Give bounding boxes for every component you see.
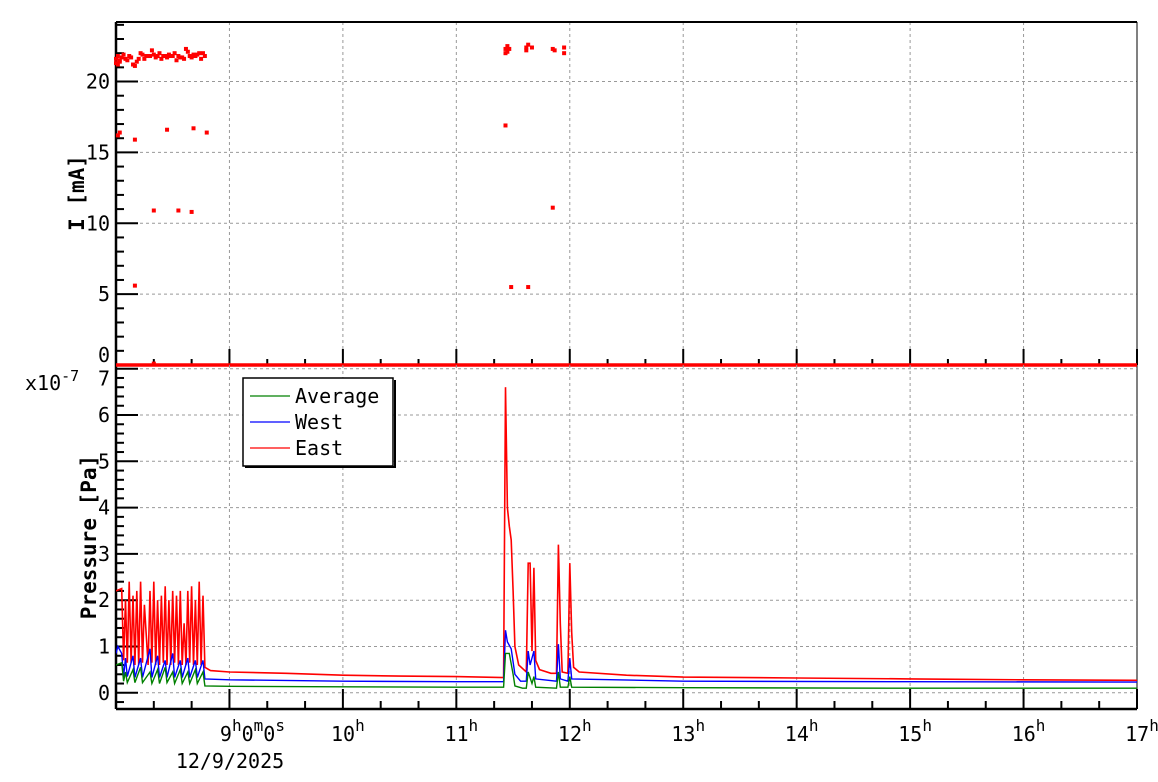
legend-average-label: Average — [295, 384, 379, 408]
current-y-tick-label: 10 — [86, 211, 110, 235]
current-point — [204, 130, 209, 135]
current-point — [155, 54, 160, 59]
current-point — [117, 130, 122, 135]
current-point — [562, 45, 567, 50]
current-point — [189, 209, 194, 214]
current-point — [148, 54, 153, 59]
current-point — [503, 123, 508, 128]
x-tick-label: 11h — [444, 716, 478, 746]
series-west-line — [116, 630, 1137, 683]
current-point — [526, 285, 531, 290]
current-point — [197, 51, 202, 56]
current-point — [505, 44, 510, 49]
current-point — [117, 59, 122, 64]
current-point — [185, 49, 190, 54]
x-tick-label: 16h — [1012, 716, 1046, 746]
legend-east-label: East — [295, 436, 343, 460]
current-point — [165, 127, 170, 132]
pressure-y-tick-label: 3 — [98, 542, 110, 566]
current-y-tick-label: 5 — [98, 282, 110, 306]
x-tick-label: 14h — [785, 716, 819, 746]
current-point — [550, 205, 555, 210]
current-point — [157, 51, 162, 56]
current-point — [132, 137, 137, 142]
current-point — [176, 208, 181, 213]
current-point — [149, 48, 154, 53]
current-point — [509, 285, 514, 290]
current-point — [507, 46, 512, 51]
pressure-multiplier: x10-7 — [25, 367, 79, 395]
current-point — [529, 45, 534, 50]
pressure-panel: 0 1 2 3 4 5 6 7 9h0m0s 10h 11h 12h 13h 14h 15h 16h 17h — [98, 365, 1158, 746]
current-point — [526, 42, 531, 47]
current-point — [134, 59, 139, 64]
x-date-label: 12/9/2025 — [176, 749, 284, 773]
pressure-y-tick-label: 5 — [98, 449, 110, 473]
x-tick-label: 17h — [1125, 716, 1158, 746]
x-tick-label: 13h — [671, 716, 705, 746]
current-point — [174, 58, 179, 63]
series-east-line — [116, 387, 1137, 682]
current-axis-title: I [mA] — [65, 155, 89, 231]
current-point — [202, 54, 207, 59]
legend-west-label: West — [295, 410, 343, 434]
current-point — [199, 56, 204, 61]
current-point — [189, 55, 194, 60]
current-point — [170, 54, 175, 59]
current-point — [114, 56, 118, 61]
pressure-y-tick-label: 4 — [98, 496, 110, 520]
current-point — [140, 52, 145, 57]
current-point — [125, 58, 130, 63]
current-point — [191, 126, 196, 131]
current-y-tick-label: 0 — [98, 343, 110, 367]
pressure-axis-title: Pressure [Pa] — [77, 455, 101, 619]
current-point — [115, 133, 120, 138]
current-point — [503, 46, 508, 51]
pressure-y-tick-label: 7 — [98, 367, 110, 391]
current-y-tick-label: 20 — [86, 70, 110, 94]
pressure-y-tick-label: 0 — [98, 681, 110, 705]
current-point — [562, 51, 567, 56]
current-y-tick-label: 15 — [86, 140, 110, 164]
current-point — [524, 45, 529, 50]
current-point — [142, 56, 147, 61]
current-point — [505, 49, 510, 54]
current-point — [183, 46, 188, 51]
current-point — [119, 55, 124, 60]
current-point — [172, 51, 177, 56]
current-point — [132, 283, 137, 288]
current-point — [151, 208, 156, 213]
current-point — [136, 56, 141, 61]
current-point — [165, 55, 170, 60]
current-point — [115, 54, 120, 59]
current-point — [151, 52, 156, 57]
current-point — [200, 51, 205, 56]
current-point — [151, 361, 156, 366]
series-average-line — [116, 652, 1137, 689]
x-tick-label: 9h0m0s — [220, 716, 285, 746]
current-point — [129, 55, 134, 60]
current-point — [552, 48, 557, 53]
pressure-y-tick-label: 6 — [98, 403, 110, 427]
current-point — [132, 63, 137, 68]
current-point — [115, 62, 120, 67]
current-point — [121, 52, 126, 57]
pressure-y-tick-label: 2 — [98, 588, 110, 612]
current-point — [182, 56, 187, 61]
x-tick-label: 15h — [898, 716, 932, 746]
x-tick-label: 10h — [331, 716, 365, 746]
current-point — [159, 56, 164, 61]
x-tick-label: 12h — [558, 716, 592, 746]
pressure-y-tick-label: 1 — [98, 634, 110, 658]
current-point — [524, 48, 529, 53]
